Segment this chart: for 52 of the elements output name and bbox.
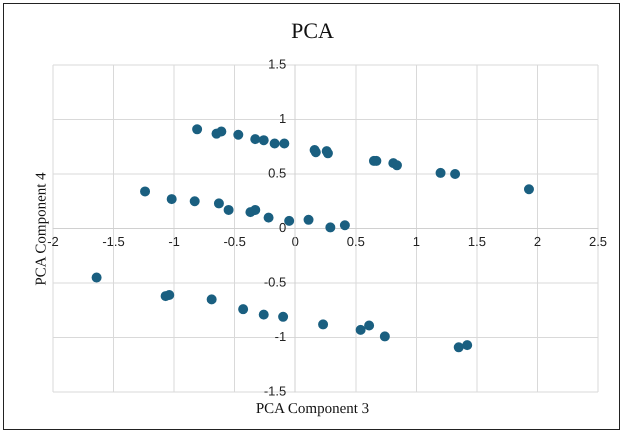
point: [325, 222, 336, 232]
x-axis-title: PCA Component 3: [254, 401, 370, 418]
point: [318, 319, 328, 330]
point: [264, 212, 274, 223]
x-tick-label: 0.5: [346, 234, 365, 249]
point: [166, 194, 177, 204]
point: [364, 320, 374, 331]
point: [250, 134, 260, 144]
point: [224, 204, 234, 215]
point: [216, 126, 226, 136]
point: [304, 214, 314, 225]
point: [192, 124, 202, 134]
x-tick-label: 2.5: [588, 234, 608, 249]
point: [462, 340, 472, 350]
point: [190, 196, 200, 206]
y-tick-label: -1.5: [264, 384, 286, 399]
x-tick-label: -2: [47, 234, 59, 249]
y-tick-label: -0.5: [264, 274, 286, 290]
y-tick-label: 0: [278, 220, 286, 236]
point: [92, 272, 102, 283]
y-tick-label: 0.5: [268, 166, 286, 181]
x-tick-label: 2: [534, 234, 542, 249]
point: [164, 290, 174, 300]
point: [270, 138, 280, 148]
chart-title: PCA: [290, 18, 335, 44]
point: [450, 169, 460, 179]
y-tick-label: 1: [278, 111, 286, 126]
point: [258, 310, 269, 320]
point: [140, 186, 150, 196]
point: [524, 184, 534, 194]
point: [380, 331, 390, 342]
x-tick-label: 1: [412, 234, 420, 249]
point: [392, 160, 402, 170]
point: [356, 324, 366, 335]
x-tick-label: -1.5: [102, 234, 125, 249]
point: [250, 204, 260, 215]
point: [284, 216, 294, 226]
y-tick-label: -1: [274, 329, 286, 344]
x-tick-label: 1.5: [468, 234, 486, 249]
point: [436, 168, 446, 178]
point: [206, 294, 217, 304]
x-tick-label: -0.5: [223, 234, 246, 249]
point: [233, 130, 244, 140]
point: [258, 135, 269, 146]
point: [454, 342, 464, 352]
x-tick-label: -1: [168, 234, 180, 249]
point: [214, 198, 224, 208]
point: [238, 304, 248, 314]
y-tick-label: 1.5: [268, 56, 286, 72]
point: [340, 220, 350, 230]
point: [279, 138, 290, 148]
point: [278, 312, 288, 322]
